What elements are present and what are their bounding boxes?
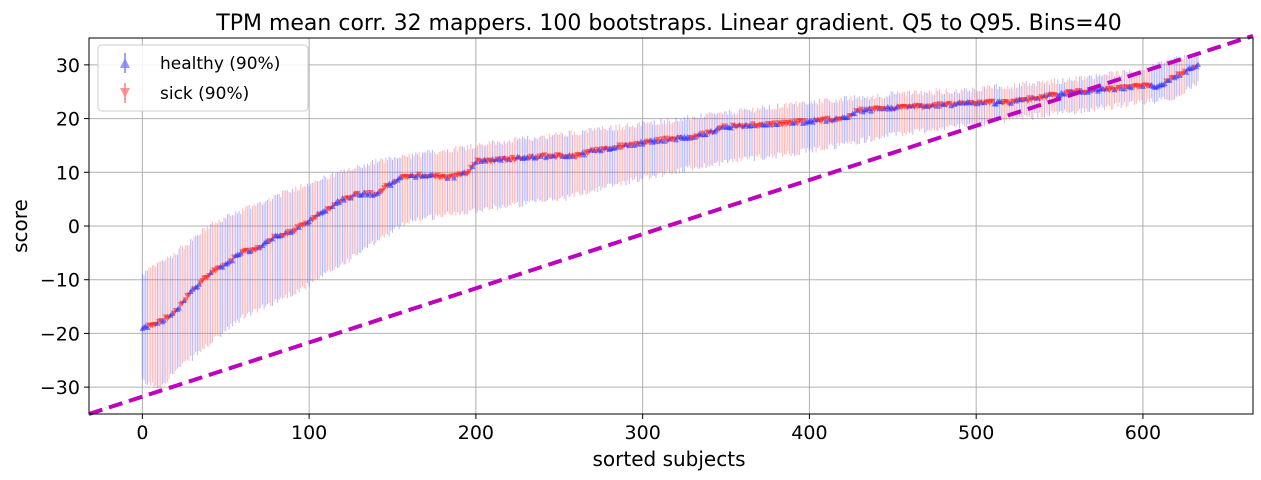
sick-marker (946, 100, 953, 107)
sick-marker (771, 120, 778, 126)
healthy-marker (774, 121, 781, 127)
y-tick-label: 20 (56, 109, 80, 131)
healthy-marker (703, 131, 710, 137)
x-tick-label: 0 (136, 422, 148, 444)
healthy-marker (728, 124, 735, 131)
healthy-marker (673, 136, 680, 143)
sick-marker (182, 297, 189, 303)
sick-marker (659, 136, 666, 142)
legend-sick-label: sick (90%) (160, 84, 249, 104)
sick-marker (801, 118, 808, 124)
y-tick-label: −10 (40, 270, 80, 292)
legend-healthy-marker (120, 53, 130, 73)
sick-marker (989, 98, 996, 105)
healthy-marker (1121, 85, 1128, 92)
x-axis-label: sorted subjects (593, 447, 746, 471)
y-tick-label: 30 (56, 55, 80, 77)
healthy-marker (329, 203, 336, 210)
diagonal-line (88, 33, 1254, 416)
sick-marker (858, 106, 865, 113)
healthy-marker (269, 235, 276, 242)
sick-marker (362, 190, 369, 196)
sick-marker (367, 189, 374, 196)
legend-sick-marker (120, 83, 130, 103)
healthy-marker (387, 182, 394, 188)
healthy-marker (154, 320, 161, 326)
healthy-marker (161, 317, 168, 323)
x-tick-label: 200 (458, 422, 494, 444)
y-axis-label: score (8, 199, 32, 253)
y-tick-label: −20 (40, 323, 80, 345)
y-tick-label: −30 (40, 377, 80, 399)
healthy-marker (851, 110, 858, 117)
healthy-marker (1008, 100, 1015, 106)
healthy-marker (341, 197, 348, 203)
sick-marker (933, 101, 940, 108)
y-tick-label: 10 (56, 162, 80, 184)
healthy-marker (1139, 83, 1146, 90)
healthy-marker (581, 151, 588, 158)
healthy-marker (1161, 80, 1168, 87)
healthy-marker (451, 175, 458, 181)
healthy-marker (823, 118, 830, 124)
healthy-marker (1183, 69, 1190, 75)
healthy-marker (472, 159, 479, 165)
x-tick-label: 500 (958, 422, 994, 444)
healthy-marker (868, 108, 875, 114)
legend-box (97, 44, 309, 112)
healthy-marker (661, 138, 668, 144)
sick-marker (541, 152, 548, 158)
healthy-marker (1166, 77, 1173, 83)
healthy-marker (469, 163, 476, 170)
healthy-marker (296, 224, 303, 230)
healthy-marker (614, 144, 621, 150)
sick-marker (749, 121, 756, 127)
healthy-marker (229, 257, 236, 264)
healthy-marker (809, 119, 816, 125)
healthy-marker (1056, 92, 1063, 99)
healthy-marker (597, 147, 604, 154)
x-tick-label: 300 (625, 422, 661, 444)
sick-marker (821, 116, 828, 123)
healthy-marker (1194, 61, 1201, 67)
legend-healthy-label: healthy (90%) (160, 54, 280, 74)
y-tick-label: 0 (68, 216, 80, 238)
sick-marker (244, 247, 251, 254)
chart-title: TPM mean corr. 32 mappers. 100 bootstrap… (215, 11, 1121, 36)
sick-marker (662, 135, 669, 142)
healthy-marker (306, 218, 313, 225)
healthy-marker (844, 114, 851, 120)
healthy-marker (497, 157, 504, 163)
y-ticks: −30 −20 −10 0 10 20 30 (40, 55, 89, 399)
healthy-marker (219, 264, 226, 270)
sick-marker (312, 215, 319, 221)
x-tick-label: 400 (791, 422, 827, 444)
diagonal-reference-line (88, 33, 1254, 416)
legend: healthy (90%) sick (90%) (97, 44, 309, 112)
x-tick-label: 600 (1125, 422, 1161, 444)
healthy-marker (144, 324, 151, 330)
x-ticks: 0 100 200 300 400 500 600 (136, 414, 1161, 444)
healthy-marker (322, 208, 329, 214)
sick-marker (699, 130, 706, 137)
healthy-marker (934, 103, 941, 109)
sick-marker (466, 169, 473, 175)
healthy-marker (652, 138, 659, 145)
healthy-marker (176, 304, 183, 311)
x-tick-label: 100 (291, 422, 327, 444)
